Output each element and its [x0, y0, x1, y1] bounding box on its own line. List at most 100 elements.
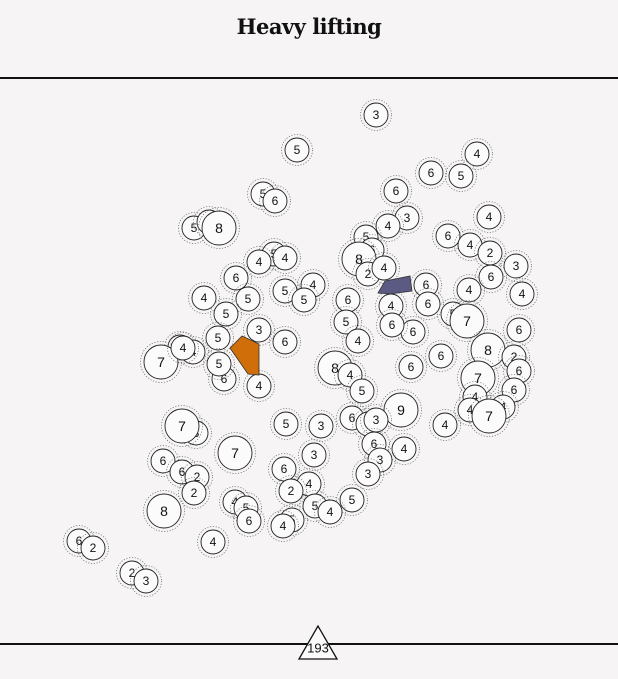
circle-number: 4 — [472, 390, 479, 404]
number-circle[interactable]: 3 — [360, 99, 392, 131]
number-circle[interactable]: 2 — [77, 532, 109, 564]
circle-halo — [220, 262, 252, 294]
number-circle[interactable]: 5 — [445, 160, 477, 192]
circle-number: 4 — [467, 238, 474, 252]
number-circle[interactable]: 4 — [342, 325, 374, 357]
number-circle[interactable]: 4 — [506, 278, 538, 310]
circle-halo — [269, 326, 301, 358]
number-circle[interactable]: 4 — [267, 510, 299, 542]
number-circle[interactable]: 6 — [425, 340, 457, 372]
number-circle[interactable]: 5 — [346, 375, 378, 407]
number-circle[interactable]: 4 — [388, 433, 420, 465]
number-circle[interactable]: 9 — [380, 389, 422, 431]
number-circle[interactable]: 5 — [336, 484, 368, 516]
number-circle[interactable]: 3 — [352, 458, 384, 490]
number-circle[interactable]: 5 — [330, 306, 362, 338]
number-circle[interactable]: 3 — [298, 439, 330, 471]
number-circle[interactable]: 7 — [214, 432, 256, 474]
orange-wedge-shape — [229, 335, 260, 376]
number-circle[interactable]: 6 — [147, 445, 179, 477]
number-circle[interactable]: 6 — [395, 351, 427, 383]
circle-number: 5 — [215, 331, 222, 345]
circle-number: 3 — [373, 413, 380, 427]
circle-halo — [506, 278, 538, 310]
number-circle[interactable]: 4 — [188, 282, 220, 314]
number-circle[interactable]: 6 — [259, 185, 291, 217]
number-circle[interactable]: 5 — [203, 348, 235, 380]
circle-body — [170, 335, 196, 361]
number-circle[interactable]: 3 — [305, 410, 337, 442]
number-circle[interactable]: 2 — [178, 477, 210, 509]
number-circle[interactable]: 3 — [243, 314, 275, 346]
circle-halo — [445, 160, 477, 192]
number-circle[interactable]: 5 — [210, 298, 242, 330]
number-circle[interactable]: 6 — [415, 157, 447, 189]
number-circle[interactable]: 2 — [275, 475, 307, 507]
circle-halo — [473, 201, 505, 233]
circle-body — [291, 287, 317, 313]
number-circle[interactable]: 6 — [269, 326, 301, 358]
number-circle[interactable]: 4 — [429, 409, 461, 441]
number-circle[interactable]: 5 — [202, 322, 234, 354]
number-circle[interactable]: 8 — [198, 207, 240, 249]
number-circle[interactable]: 6 — [503, 314, 535, 346]
number-circle[interactable]: 6 — [376, 309, 408, 341]
number-circle[interactable]: 6 — [233, 505, 265, 537]
circle-body — [456, 277, 482, 303]
number-circle[interactable]: 7 — [140, 341, 182, 383]
circle-number: 4 — [467, 403, 474, 417]
circle-number: 5 — [458, 169, 465, 183]
number-circle[interactable]: 3 — [500, 250, 532, 282]
number-circle[interactable]: 4 — [372, 210, 404, 242]
number-circle[interactable]: 3 — [130, 565, 162, 597]
number-circle[interactable]: 8 — [143, 490, 185, 532]
circle-number: 8 — [355, 251, 363, 267]
number-circle[interactable]: 7 — [161, 405, 203, 447]
number-circle[interactable]: 5 — [270, 408, 302, 440]
number-circle[interactable]: 4 — [243, 246, 275, 278]
number-circle[interactable]: 2 — [474, 237, 506, 269]
number-circle[interactable]: 4 — [167, 332, 199, 364]
number-circle[interactable]: 5 — [288, 284, 320, 316]
circle-number: 6 — [511, 383, 518, 397]
number-circle[interactable]: 4 — [461, 138, 493, 170]
circle-halo — [167, 332, 199, 364]
circle-number: 4 — [385, 219, 392, 233]
number-circle[interactable]: 4 — [473, 201, 505, 233]
circle-body — [272, 329, 298, 355]
number-circle[interactable]: 5 — [281, 134, 313, 166]
number-circle[interactable]: 6 — [380, 175, 412, 207]
circle-number: 4 — [466, 283, 473, 297]
circle-halo — [143, 490, 185, 532]
number-circle[interactable]: 7 — [468, 395, 510, 437]
circle-halo — [232, 283, 264, 315]
circle-body — [349, 378, 375, 404]
number-circle[interactable]: 4 — [197, 526, 229, 558]
circle-halo — [388, 433, 420, 465]
number-circle[interactable]: 7 — [446, 300, 488, 342]
number-circle[interactable]: 6 — [475, 261, 507, 293]
circle-number: 6 — [445, 229, 452, 243]
number-circle[interactable]: 6 — [503, 355, 535, 387]
circle-halo — [459, 381, 491, 413]
circle-number: 5 — [282, 284, 289, 298]
circle-halo — [198, 207, 240, 249]
number-circle[interactable]: 6 — [220, 262, 252, 294]
circle-number: 5 — [312, 499, 319, 513]
number-circle[interactable]: 4 — [368, 252, 400, 284]
number-circle[interactable]: 5 — [232, 283, 264, 315]
circle-halo — [210, 298, 242, 330]
circle-number: 4 — [355, 334, 362, 348]
circle-body — [355, 461, 381, 487]
number-circle[interactable]: 6 — [412, 288, 444, 320]
circle-number: 2 — [129, 566, 136, 580]
circle-halo — [412, 288, 444, 320]
circle-halo — [332, 284, 364, 316]
number-circle[interactable]: 6 — [268, 453, 300, 485]
circle-number: 6 — [345, 293, 352, 307]
number-circle[interactable]: 4 — [453, 274, 485, 306]
circle-body — [478, 264, 504, 290]
number-circle[interactable]: 4 — [314, 496, 346, 528]
circle-halo — [346, 375, 378, 407]
